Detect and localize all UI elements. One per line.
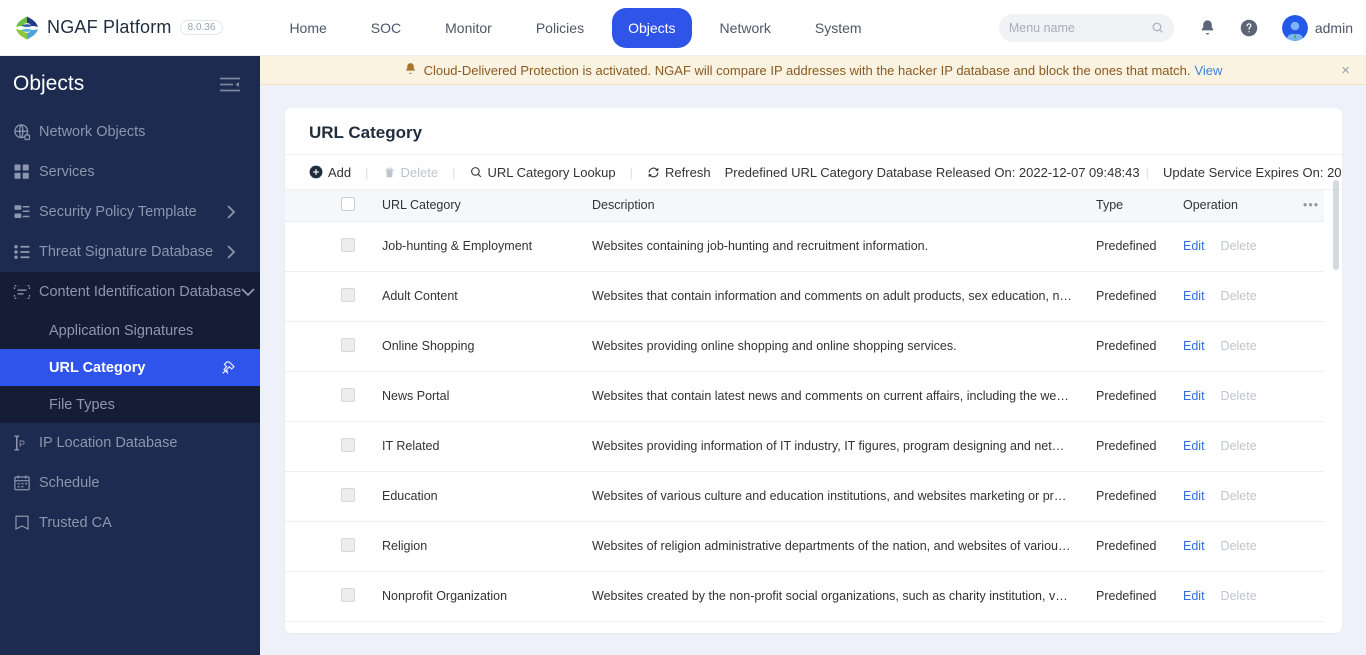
svg-text:P: P [19,439,25,449]
